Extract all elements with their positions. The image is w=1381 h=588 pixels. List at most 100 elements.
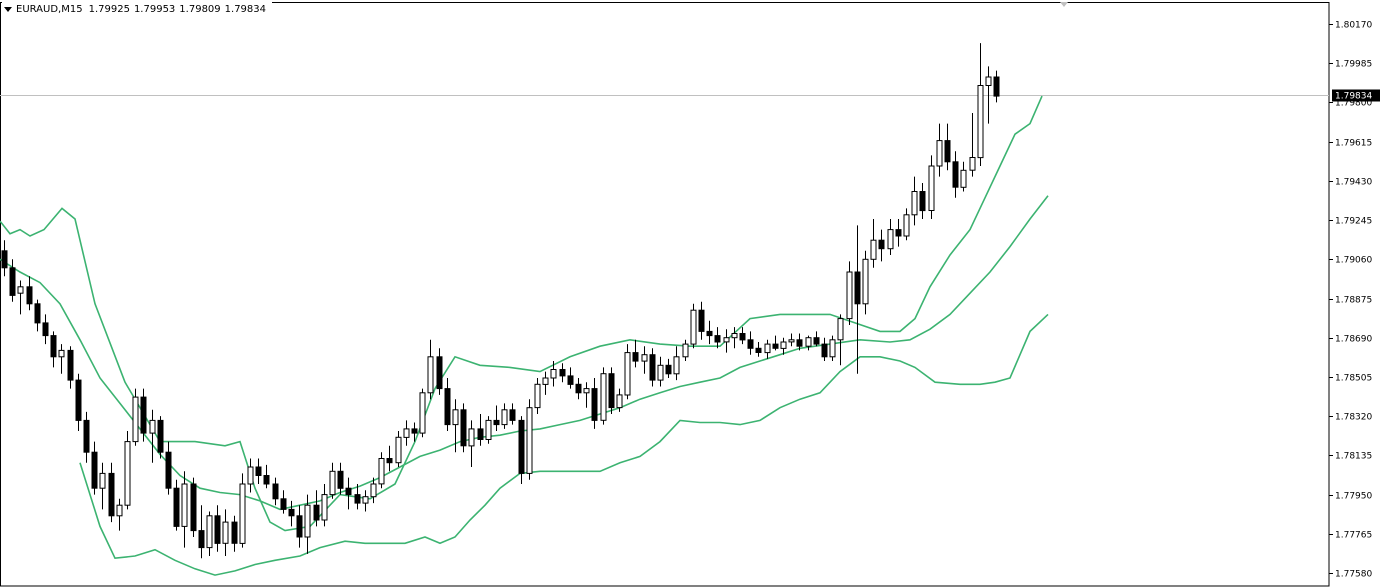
candle-body-bear — [649, 354, 656, 381]
candle — [600, 367, 607, 425]
candle-body-bull — [846, 271, 853, 320]
candle-body-bull — [928, 165, 935, 211]
candle — [477, 414, 484, 446]
candle-body-bull — [870, 239, 877, 260]
candle-body-bear — [714, 335, 721, 343]
candle-body-bull — [985, 76, 992, 86]
candle-body-bull — [329, 470, 336, 496]
candle-body-bear — [255, 466, 262, 476]
candle — [468, 420, 475, 467]
candle-body-bear — [509, 409, 516, 421]
candle — [17, 280, 24, 315]
y-axis-label: 1.78690 — [1335, 335, 1372, 345]
candle — [501, 403, 508, 429]
candle-body-bull — [58, 349, 65, 358]
candle-body-bull — [723, 337, 730, 343]
y-axis-label: 1.77765 — [1335, 531, 1372, 541]
candle — [821, 337, 828, 361]
candle — [411, 422, 418, 442]
candle-body-bull — [583, 388, 590, 394]
candle-body-bear — [263, 475, 270, 485]
candle-body-bear — [165, 451, 172, 489]
candle — [34, 299, 41, 332]
candle-body-bull — [304, 504, 311, 538]
candle — [575, 378, 582, 400]
candle — [739, 327, 746, 345]
candle-body-bear — [878, 239, 885, 250]
candle-body-bull — [239, 483, 246, 544]
candle — [903, 208, 910, 241]
candle — [837, 314, 844, 366]
candle-body-bull — [321, 494, 328, 521]
candle-body-bull — [468, 428, 475, 447]
candle-body-bull — [682, 343, 689, 358]
candle — [337, 462, 344, 495]
candle-body-bull — [116, 504, 123, 517]
candle-body-bull — [977, 85, 984, 159]
candle — [755, 342, 762, 357]
candle — [632, 339, 639, 368]
candle-body-bull — [362, 496, 369, 504]
candle-body-bear — [706, 330, 713, 337]
candle — [378, 452, 385, 489]
y-axis-label: 1.77950 — [1335, 492, 1372, 502]
candle-body-bull — [600, 373, 607, 421]
y-axis-label: 1.78875 — [1335, 296, 1372, 306]
candle-body-bear — [739, 333, 746, 341]
candle — [403, 420, 410, 446]
candle-body-bull — [206, 515, 213, 549]
candle — [50, 331, 57, 368]
candle-body-bear — [214, 515, 221, 544]
candle — [157, 416, 164, 459]
candle — [641, 346, 648, 374]
candle — [960, 161, 967, 192]
candle — [263, 464, 270, 489]
candle-body-bear — [345, 487, 352, 496]
candle — [386, 445, 393, 472]
candle-body-bull — [419, 392, 426, 434]
candle — [878, 229, 885, 262]
candle — [140, 388, 147, 442]
candle-body-bear — [411, 428, 418, 434]
candle — [231, 515, 238, 552]
y-axis-label: 1.80170 — [1335, 21, 1372, 31]
candle — [198, 505, 205, 559]
candle — [132, 388, 139, 446]
current-price-label: 1.79834 — [1335, 92, 1372, 102]
candle — [813, 331, 820, 347]
candle — [108, 462, 115, 523]
candle — [624, 344, 631, 400]
y-axis-label: 1.79430 — [1335, 178, 1372, 188]
candle — [485, 416, 492, 444]
candle-body-bull — [370, 483, 377, 498]
candle-body-bear — [444, 388, 451, 426]
candle-body-bull — [222, 521, 229, 544]
bollinger-upper-band — [0, 95, 1043, 532]
candle-body-bear — [559, 369, 566, 377]
candle — [460, 403, 467, 453]
candle — [452, 399, 459, 453]
menu-triangle-icon[interactable] — [4, 6, 12, 12]
candle-body-bear — [608, 373, 615, 409]
candle-body-bear — [231, 521, 238, 544]
candle — [673, 346, 680, 381]
candle — [567, 367, 574, 389]
candle — [370, 477, 377, 504]
candle-body-bear — [747, 339, 754, 349]
candle — [255, 458, 262, 484]
candle-body-bear — [83, 419, 90, 453]
candle-body-bear — [288, 508, 295, 517]
candle-body-bull — [403, 428, 410, 438]
candle-body-bear — [567, 375, 574, 385]
candle-body-bear — [518, 419, 525, 474]
candle — [805, 335, 812, 351]
candle — [239, 473, 246, 548]
chart-header: EURAUD,M15 1.79925 1.79953 1.79809 1.798… — [2, 2, 273, 16]
candle — [928, 155, 935, 219]
candle — [887, 219, 894, 255]
candle-body-bull — [534, 383, 541, 409]
candle — [706, 320, 713, 345]
candle — [862, 250, 869, 315]
